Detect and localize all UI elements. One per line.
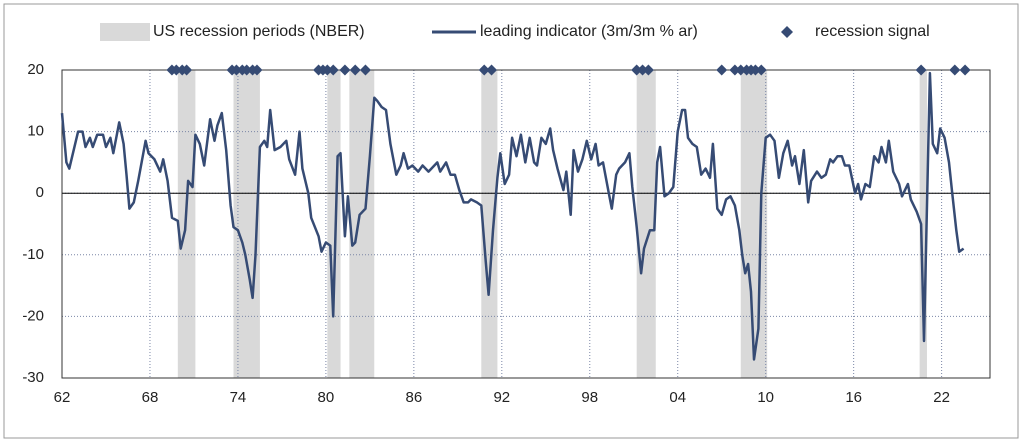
signal-marker: [716, 64, 728, 76]
legend: US recession periods (NBER) leading indi…: [100, 23, 930, 41]
x-tick-label: 22: [933, 389, 950, 406]
y-tick-label: 20: [27, 61, 44, 78]
recession-band: [481, 70, 498, 378]
signal-marker: [486, 64, 498, 76]
x-tick-label: 92: [493, 389, 510, 406]
x-tick-label: 10: [757, 389, 774, 406]
signal-marker: [181, 64, 193, 76]
signal-marker: [631, 64, 643, 76]
signal-marker: [339, 64, 351, 76]
x-tick-label: 86: [406, 389, 423, 406]
legend-swatch-recession: [100, 23, 150, 41]
x-tick-label: 68: [142, 389, 159, 406]
y-tick-label: -20: [22, 307, 44, 324]
signal-marker: [230, 64, 242, 76]
x-tick-label: 80: [318, 389, 335, 406]
y-tick-label: -30: [22, 369, 44, 386]
legend-label: leading indicator (3m/3m % ar): [480, 23, 698, 40]
signal-marker: [949, 64, 961, 76]
x-tick-label: 04: [669, 389, 686, 406]
signal-marker: [729, 64, 741, 76]
signal-marker: [642, 64, 654, 76]
recession-band: [349, 70, 375, 378]
signal-marker: [359, 64, 371, 76]
signal-marker: [749, 64, 761, 76]
plot-frame: [61, 69, 991, 379]
signal-marker: [959, 64, 971, 76]
signal-marker: [735, 64, 747, 76]
x-tick-label: 16: [845, 389, 862, 406]
legend-swatch-signal: [781, 26, 793, 38]
recession-band: [327, 70, 341, 378]
signal-marker: [755, 64, 767, 76]
signal-marker: [251, 64, 263, 76]
y-tick-label: -10: [22, 246, 44, 263]
signal-marker: [327, 64, 339, 76]
recession-band: [919, 70, 927, 378]
recession-band: [740, 70, 768, 378]
signal-marker: [170, 64, 182, 76]
signal-marker: [241, 64, 253, 76]
recession-band: [636, 70, 656, 378]
x-tick-label: 98: [581, 389, 598, 406]
y-tick-label: 10: [27, 123, 44, 140]
signal-marker: [349, 64, 361, 76]
signal-marker: [321, 64, 333, 76]
y-tick-label: 0: [36, 184, 44, 201]
x-tick-label: 62: [54, 389, 71, 406]
legend-label: recession signal: [815, 23, 930, 40]
chart-frame: [3, 3, 1019, 439]
legend-label: US recession periods (NBER): [153, 23, 365, 40]
signal-marker: [478, 64, 490, 76]
x-tick-label: 74: [230, 389, 247, 406]
signal-marker: [637, 64, 649, 76]
indicator-line: [60, 71, 965, 361]
signal-marker: [915, 64, 927, 76]
